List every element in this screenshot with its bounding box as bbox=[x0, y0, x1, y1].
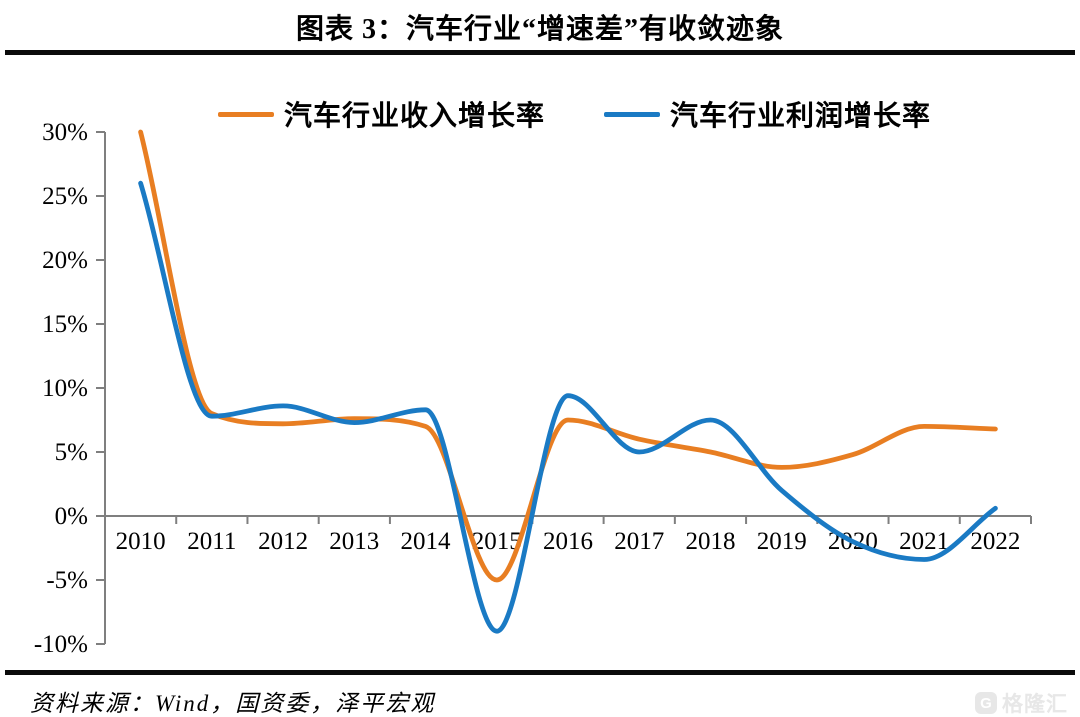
legend-item-profit: 汽车行业利润增长率 bbox=[604, 98, 931, 132]
top-rule bbox=[5, 50, 1075, 55]
y-axis-tick-label: 10% bbox=[42, 375, 88, 402]
revenue-line-swatch bbox=[218, 111, 274, 117]
x-axis-tick-label: 2019 bbox=[757, 528, 807, 555]
legend-item-revenue: 汽车行业收入增长率 bbox=[218, 98, 545, 132]
gelonghui-logo: G 格隆汇 bbox=[975, 688, 1068, 717]
y-axis-tick-label: 25% bbox=[42, 183, 88, 210]
gelonghui-g-icon: G bbox=[975, 692, 997, 714]
x-axis-tick-label: 2022 bbox=[970, 528, 1020, 555]
y-axis-tick-label: 0% bbox=[55, 503, 88, 530]
y-axis-tick-label: 30% bbox=[42, 119, 88, 146]
chart-title: 图表 3：汽车行业“增速差”有收敛迹象 bbox=[295, 14, 784, 45]
x-axis-tick-label: 2016 bbox=[543, 528, 593, 555]
y-axis-tick-label: -10% bbox=[34, 631, 88, 658]
x-axis-tick-label: 2015 bbox=[472, 528, 522, 555]
legend-label-revenue: 汽车行业收入增长率 bbox=[284, 101, 546, 132]
y-axis-tick-label: 5% bbox=[55, 439, 88, 466]
x-axis-tick-label: 2011 bbox=[187, 528, 236, 555]
source-note: 资料来源：Wind，国资委，泽平宏观 bbox=[30, 691, 436, 716]
x-axis-tick-label: 2010 bbox=[116, 528, 166, 555]
x-axis-tick-label: 2013 bbox=[329, 528, 379, 555]
y-axis-tick-label: 15% bbox=[42, 311, 88, 338]
y-axis-tick-label: 20% bbox=[42, 247, 88, 274]
x-axis-tick-label: 2014 bbox=[401, 528, 452, 555]
gelonghui-logo-text: 格隆汇 bbox=[1002, 692, 1068, 716]
x-axis-tick-label: 2017 bbox=[614, 528, 664, 555]
bottom-rule bbox=[5, 670, 1075, 675]
series-line-revenue bbox=[138, 129, 998, 583]
x-axis-tick-label: 2018 bbox=[685, 528, 735, 555]
profit-line-swatch bbox=[604, 111, 660, 117]
y-axis-tick-label: -5% bbox=[46, 567, 88, 594]
x-axis-tick-label: 2021 bbox=[899, 528, 949, 555]
x-axis-tick-label: 2012 bbox=[258, 528, 308, 555]
legend-label-profit: 汽车行业利润增长率 bbox=[670, 101, 932, 132]
series-line-profit bbox=[138, 180, 998, 634]
